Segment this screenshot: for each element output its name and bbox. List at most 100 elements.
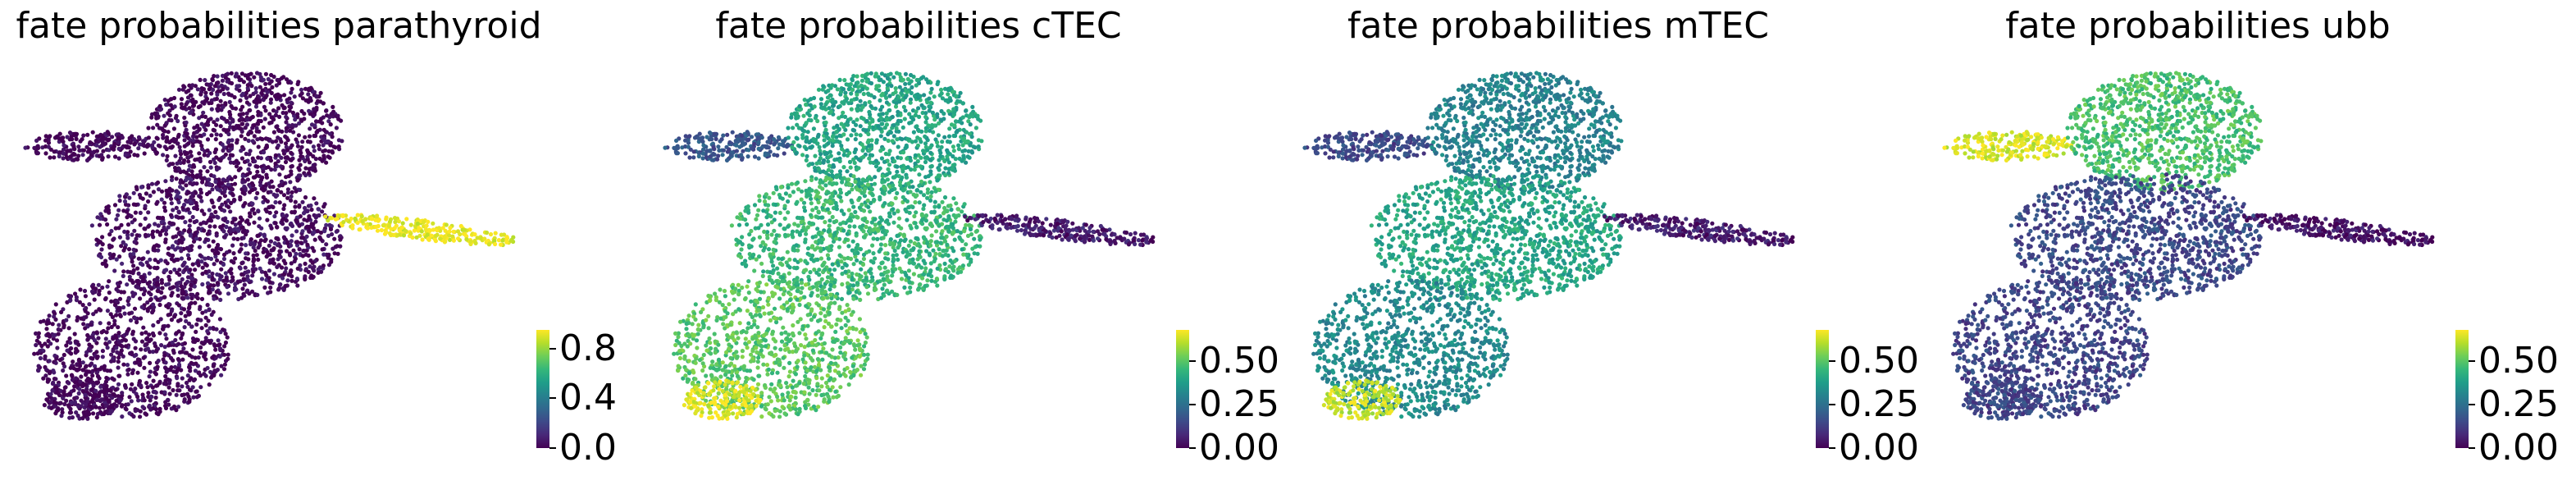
cell-point [305,208,310,213]
cell-point [66,403,71,408]
cell-point [324,242,329,247]
cell-point [135,153,140,158]
cell-point [184,183,189,188]
cell-point [230,119,235,124]
cell-point [212,262,217,267]
cell-point [839,144,844,149]
cell-point [946,167,951,172]
cell-point [318,99,323,104]
cell-point [243,126,248,130]
cell-point [219,274,224,279]
cell-point [100,140,105,144]
cell-point [883,151,888,157]
cell-point [420,237,425,242]
cell-point [139,383,144,388]
cell-point [52,135,58,140]
cell-point [139,347,144,352]
cell-point [216,85,221,89]
cell-point [873,106,878,111]
cell-point [845,148,850,153]
cell-point [54,385,59,390]
cell-point [801,225,806,230]
cell-point [103,295,108,301]
cell-point [253,175,258,180]
cell-point [812,104,817,109]
cell-point [923,126,928,130]
cell-point [164,102,169,108]
cell-point [240,190,245,195]
cell-point [93,139,98,144]
cell-point [294,240,299,245]
cell-point [861,278,866,283]
cell-point [195,123,200,128]
cell-point [167,391,172,396]
cell-point [255,292,260,297]
cell-point [493,241,498,247]
cell-point [303,261,308,266]
cell-point [396,219,401,224]
cell-point [253,158,258,164]
cell-point [815,118,820,124]
cell-point [283,226,288,231]
cell-point [162,381,166,387]
cell-point [229,71,234,75]
cell-point [155,199,160,204]
cell-point [721,133,726,138]
cell-point [911,130,916,135]
cell-point [76,357,82,362]
cell-point [99,133,104,138]
cell-point [250,201,255,206]
cell-point [179,102,184,107]
cell-point [830,262,835,267]
cell-point [188,287,193,292]
cell-point [207,190,212,194]
cell-point [96,134,101,139]
cell-point [199,326,204,331]
cell-point [288,145,293,150]
cell-point [146,199,151,204]
cell-point [949,122,955,127]
cell-point [212,224,217,229]
cell-point [270,85,275,89]
cell-point [227,99,232,104]
cell-point [148,297,153,303]
cell-point [281,193,287,198]
cell-point [163,332,168,337]
cell-point [89,361,94,366]
cell-point [878,149,883,153]
cell-point [176,167,181,172]
cell-point [436,226,442,231]
cell-point [928,180,932,185]
cell-point [227,148,232,153]
cell-point [254,126,259,130]
cell-point [203,373,208,378]
cell-point [112,252,116,257]
cell-point [192,220,197,225]
cell-point [107,398,112,403]
cell-point [253,89,258,94]
cell-point [247,162,253,167]
cell-point [207,307,212,312]
cell-point [318,230,324,236]
cell-point [239,156,244,161]
cell-point [877,112,882,117]
cell-point [196,260,201,265]
cell-point [215,74,220,79]
cell-point [956,147,961,152]
cell-point [66,313,71,318]
cell-point [116,132,121,137]
cell-point [865,182,870,187]
cell-point [134,360,139,365]
cell-point [199,296,205,301]
cell-point [84,314,89,319]
cell-point [67,415,72,420]
cell-point [70,373,75,379]
cell-point [186,89,191,94]
cell-point [190,83,195,88]
cell-point [818,97,824,102]
cell-point [384,217,389,222]
cell-point [310,260,315,265]
cell-point [250,289,255,294]
cell-point [188,233,193,238]
cell-point [894,96,899,102]
